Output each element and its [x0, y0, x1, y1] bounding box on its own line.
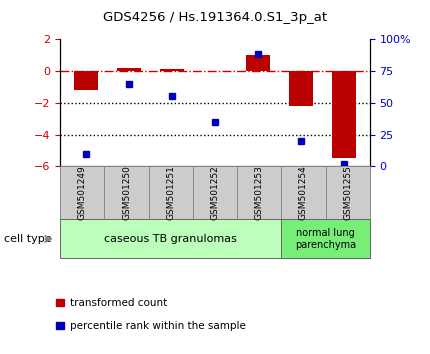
Text: GDS4256 / Hs.191364.0.S1_3p_at: GDS4256 / Hs.191364.0.S1_3p_at	[103, 11, 327, 24]
Text: percentile rank within the sample: percentile rank within the sample	[70, 321, 246, 331]
Bar	[149, 166, 193, 219]
Bar	[332, 71, 356, 159]
Bar	[237, 166, 281, 219]
Bar	[281, 219, 370, 258]
Text: normal lung
parenchyma: normal lung parenchyma	[295, 228, 356, 250]
Bar	[160, 69, 184, 71]
Bar	[56, 322, 64, 329]
Bar	[246, 55, 270, 71]
Text: transformed count: transformed count	[70, 298, 167, 308]
Bar	[326, 166, 370, 219]
Text: caseous TB granulomas: caseous TB granulomas	[104, 234, 237, 244]
Bar	[281, 166, 326, 219]
Bar	[56, 299, 64, 306]
Text: GSM501255: GSM501255	[343, 165, 352, 221]
Bar	[193, 166, 237, 219]
Text: GSM501249: GSM501249	[78, 166, 87, 220]
Text: GSM501251: GSM501251	[166, 165, 175, 221]
Bar	[289, 71, 313, 106]
Bar	[60, 166, 104, 219]
Text: GSM501253: GSM501253	[255, 165, 264, 221]
Bar	[60, 219, 281, 258]
Text: cell type: cell type	[4, 234, 52, 244]
Bar	[104, 166, 149, 219]
Text: GSM501254: GSM501254	[299, 166, 308, 220]
Bar	[117, 68, 141, 71]
Bar	[74, 71, 98, 90]
Text: GSM501252: GSM501252	[211, 166, 219, 220]
Text: GSM501250: GSM501250	[122, 165, 131, 221]
